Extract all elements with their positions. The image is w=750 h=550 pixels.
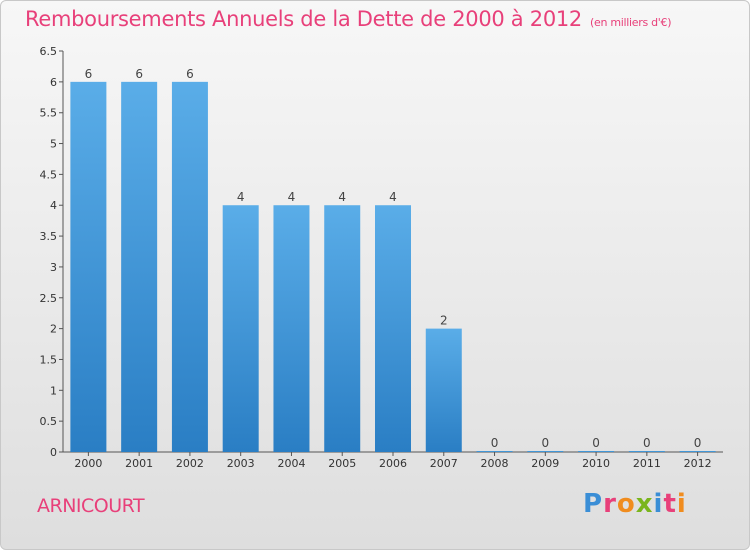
y-tick-label: 6.5 bbox=[40, 45, 58, 58]
y-tick-label: 6 bbox=[50, 76, 57, 89]
bar-value-label: 4 bbox=[389, 190, 397, 204]
bar bbox=[324, 205, 361, 452]
x-tick-label: 2002 bbox=[176, 457, 204, 470]
bar bbox=[273, 205, 310, 452]
logo-letter: r bbox=[603, 489, 617, 519]
x-tick-label: 2011 bbox=[633, 457, 661, 470]
y-tick-label: 0 bbox=[50, 446, 57, 459]
bar bbox=[70, 81, 107, 452]
bar bbox=[578, 451, 615, 452]
y-tick-label: 2 bbox=[50, 323, 57, 336]
bar-value-label: 0 bbox=[643, 436, 651, 450]
x-tick-label: 2006 bbox=[379, 457, 407, 470]
logo-letter: o bbox=[616, 489, 636, 519]
bar-value-label: 4 bbox=[338, 190, 346, 204]
bar bbox=[425, 328, 462, 452]
y-tick-label: 0.5 bbox=[40, 415, 58, 428]
chart-subtitle: (en milliers d'€) bbox=[590, 16, 672, 29]
bar-value-label: 0 bbox=[541, 436, 549, 450]
bar bbox=[121, 81, 158, 452]
y-tick-label: 2.5 bbox=[40, 292, 58, 305]
bar-value-label: 0 bbox=[491, 436, 499, 450]
y-tick-label: 3.5 bbox=[40, 230, 58, 243]
bar bbox=[222, 205, 259, 452]
bar bbox=[171, 81, 208, 452]
x-tick-label: 2012 bbox=[684, 457, 712, 470]
bar-value-label: 6 bbox=[186, 67, 194, 81]
x-tick-label: 2010 bbox=[582, 457, 610, 470]
x-tick-label: 2003 bbox=[227, 457, 255, 470]
bar bbox=[375, 205, 411, 452]
bar bbox=[476, 451, 513, 452]
logo-letter: x bbox=[635, 489, 654, 519]
commune-name: ARNICOURT bbox=[37, 495, 145, 517]
y-tick-label: 1 bbox=[50, 384, 57, 397]
bar bbox=[679, 451, 716, 452]
bar-value-label: 6 bbox=[135, 67, 143, 81]
x-tick-label: 2008 bbox=[481, 457, 509, 470]
proxiti-logo: Proxiti bbox=[583, 489, 687, 519]
bar-value-label: 4 bbox=[237, 190, 245, 204]
bar-value-label: 4 bbox=[288, 190, 296, 204]
x-tick-label: 2000 bbox=[74, 457, 102, 470]
x-tick-label: 2009 bbox=[531, 457, 559, 470]
y-tick-label: 5 bbox=[50, 138, 57, 151]
y-tick-label: 4 bbox=[50, 199, 57, 212]
y-tick-label: 1.5 bbox=[40, 353, 58, 366]
bar-value-label: 2 bbox=[440, 314, 448, 328]
x-tick-label: 2007 bbox=[430, 457, 458, 470]
bar bbox=[628, 451, 665, 452]
chart-title: Remboursements Annuels de la Dette de 20… bbox=[25, 7, 672, 31]
logo-letter: i bbox=[653, 489, 664, 519]
logo-letter: P bbox=[583, 489, 604, 519]
y-tick-label: 3 bbox=[50, 261, 57, 274]
bar bbox=[527, 451, 564, 452]
bar-value-label: 0 bbox=[694, 436, 702, 450]
x-tick-label: 2005 bbox=[328, 457, 356, 470]
y-tick-label: 4.5 bbox=[40, 168, 58, 181]
x-tick-label: 2004 bbox=[277, 457, 305, 470]
logo-letter: i bbox=[676, 489, 687, 519]
bar-value-label: 0 bbox=[592, 436, 600, 450]
bar-value-label: 6 bbox=[85, 67, 93, 81]
logo-letter: t bbox=[663, 489, 677, 519]
x-tick-label: 2001 bbox=[125, 457, 153, 470]
y-tick-label: 5.5 bbox=[40, 107, 58, 120]
